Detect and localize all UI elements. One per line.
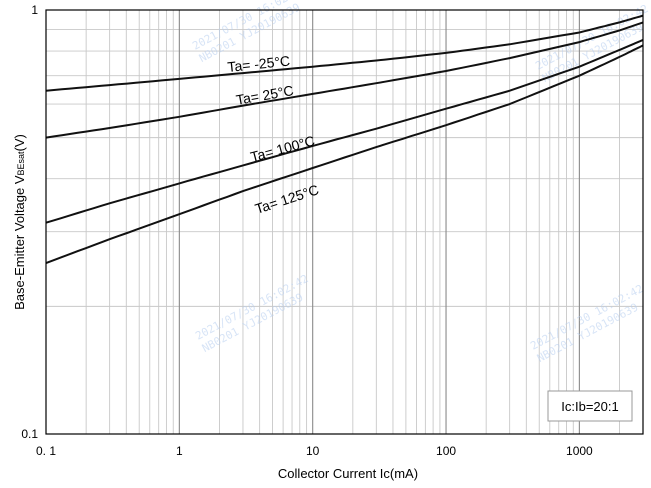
y-tick-label: 0.1: [21, 427, 38, 441]
x-tick-label: 0. 1: [36, 444, 56, 458]
x-tick-labels: 0. 1 1 10 100 1000: [36, 444, 593, 458]
y-axis-title-main: Base-Emitter Voltage V: [12, 175, 27, 310]
curve-label-4: Ta= 125°C: [253, 181, 321, 217]
curves: [45, 14, 644, 265]
x-axis-title: Collector Current Ic(mA): [278, 466, 418, 481]
series-line-1: [45, 14, 644, 92]
series-line-3: [45, 38, 644, 224]
series-line-2: [45, 21, 644, 139]
x-tick-label: 100: [436, 444, 456, 458]
annotation-frame: [547, 390, 633, 422]
x-tick-label: 10: [306, 444, 320, 458]
y-tick-labels: 10.1: [21, 3, 38, 441]
grid-major: [178, 10, 580, 434]
y-tick-label: 1: [31, 3, 38, 17]
y-axis-title: Base-Emitter Voltage VBEsat(V): [12, 134, 27, 310]
x-tick-label: 1: [176, 444, 183, 458]
y-axis-title-sub: BEsat: [16, 151, 26, 176]
plot-frame: [45, 9, 644, 435]
annotation-text: Ic:Ib=20:1: [561, 399, 618, 414]
annotation-box: Ic:Ib=20:1: [547, 390, 633, 422]
curve-label-1: Ta= -25°C: [227, 53, 291, 75]
series-line-4: [45, 44, 644, 265]
y-axis-title-end: (V): [12, 134, 27, 151]
x-tick-label: 1000: [566, 444, 593, 458]
